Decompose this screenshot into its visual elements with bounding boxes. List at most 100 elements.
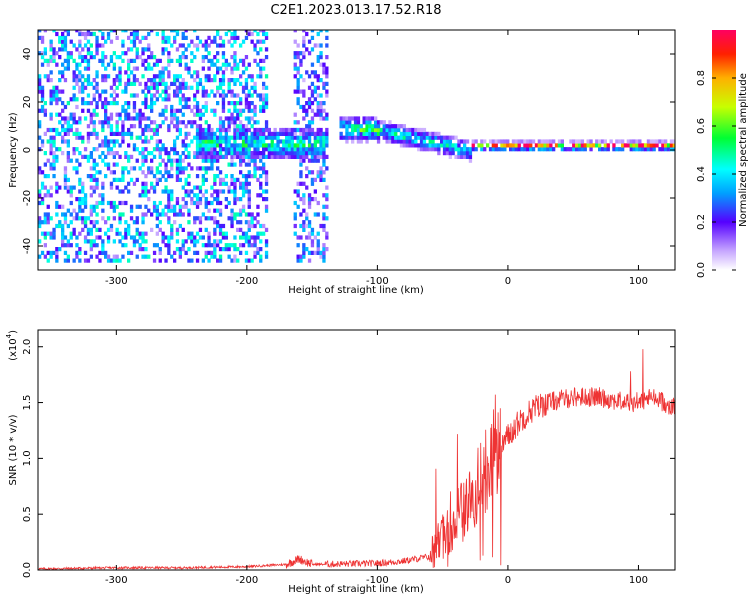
heatmap-cell — [305, 135, 309, 140]
heatmap-cell — [104, 139, 108, 144]
heatmap-cell — [55, 31, 59, 37]
heatmap-cell — [230, 154, 234, 159]
heatmap-cell — [75, 254, 79, 259]
heatmap-cell — [256, 93, 260, 98]
heatmap-cell — [81, 108, 85, 113]
heatmap-cell — [293, 112, 297, 117]
heatmap-cell — [124, 30, 128, 33]
colorbar-label: Normalized spectral amplitude — [738, 73, 749, 227]
heatmap-cell — [244, 258, 249, 263]
heatmap-cell — [89, 55, 93, 60]
heatmap-cell — [144, 101, 148, 106]
heatmap-cell — [187, 85, 191, 90]
heatmap-cell — [445, 147, 450, 152]
heatmap-cell — [293, 216, 297, 221]
heatmap-cell — [247, 127, 251, 133]
heatmap-cell — [646, 147, 651, 152]
heatmap-cell — [40, 51, 45, 56]
heatmap-cell — [101, 74, 105, 79]
heatmap-cell — [104, 39, 108, 44]
y-tick-label: 40 — [22, 48, 33, 61]
snr-frame — [37, 329, 676, 571]
heatmap-cell — [589, 147, 593, 152]
heatmap-cell — [319, 43, 323, 48]
heatmap-cell — [173, 112, 177, 117]
heatmap-cell — [230, 181, 234, 186]
heatmap-cell — [181, 97, 185, 102]
heatmap-cell — [207, 78, 211, 83]
heatmap-cell — [63, 212, 68, 217]
heatmap-cell — [230, 258, 234, 263]
heatmap-cell — [399, 143, 404, 148]
heatmap-cell — [184, 181, 188, 186]
heatmap-cell — [621, 139, 625, 144]
heatmap-cell — [239, 127, 243, 133]
heatmap-cell — [224, 135, 228, 140]
heatmap-cell — [66, 208, 70, 213]
heatmap-cell — [374, 131, 378, 136]
heatmap-cell — [104, 74, 108, 79]
heatmap-cell — [167, 124, 171, 129]
heatmap-cell — [141, 239, 145, 244]
heatmap-cell — [221, 81, 226, 86]
heatmap-cell — [124, 112, 128, 117]
heatmap-cell — [81, 189, 85, 194]
heatmap-cell — [40, 250, 45, 255]
heatmap-cell — [422, 127, 427, 133]
heatmap-cell — [233, 197, 237, 202]
spectrogram-y-label: Frequency (Hz) — [8, 112, 19, 188]
heatmap-cell — [276, 135, 280, 140]
heatmap-cell — [184, 200, 188, 206]
heatmap-cell — [83, 31, 88, 37]
heatmap-cell — [112, 254, 116, 259]
heatmap-cell — [161, 81, 165, 86]
heatmap-cell — [302, 78, 306, 83]
heatmap-cell — [127, 112, 131, 117]
heatmap-cell — [276, 151, 280, 156]
heatmap-cell — [276, 139, 280, 144]
heatmap-cell — [52, 143, 56, 148]
heatmap-cell — [296, 66, 300, 71]
heatmap-cell — [75, 216, 79, 221]
heatmap-cell — [368, 120, 372, 125]
heatmap-cell — [207, 258, 211, 263]
heatmap-cell — [198, 151, 203, 156]
heatmap-cell — [63, 30, 68, 33]
heatmap-cell — [164, 66, 168, 71]
heatmap-cell — [118, 154, 122, 159]
heatmap-cell — [144, 35, 148, 40]
heatmap-cell — [61, 108, 65, 113]
heatmap-cell — [63, 104, 68, 110]
heatmap-cell — [629, 147, 633, 152]
x-tick-label: 0 — [505, 276, 511, 287]
heatmap-cell — [632, 143, 636, 148]
heatmap-cell — [388, 120, 392, 125]
heatmap-cell — [239, 185, 243, 190]
heatmap-cell — [236, 135, 240, 140]
heatmap-cell — [167, 158, 171, 163]
heatmap-cell — [92, 31, 96, 37]
heatmap-cell — [253, 158, 257, 163]
heatmap-cell — [101, 250, 105, 255]
heatmap-cell — [178, 127, 182, 133]
heatmap-cell — [101, 35, 105, 40]
heatmap-cell — [580, 143, 585, 148]
heatmap-cell — [161, 35, 165, 40]
heatmap-cell — [213, 158, 217, 163]
heatmap-cell — [520, 147, 524, 152]
heatmap-cell — [592, 143, 596, 148]
heatmap-cell — [135, 231, 139, 236]
heatmap-cell — [264, 47, 269, 52]
heatmap-cell — [239, 162, 243, 167]
heatmap-cell — [529, 147, 533, 152]
heatmap-cell — [195, 174, 200, 179]
heatmap-cell — [247, 162, 251, 167]
heatmap-cell — [316, 108, 320, 113]
heatmap-cell — [233, 154, 237, 159]
heatmap-cell — [244, 85, 249, 90]
heatmap-cell — [319, 101, 323, 106]
heatmap-cell — [270, 131, 274, 136]
heatmap-cell — [170, 112, 174, 117]
heatmap-cell — [253, 47, 257, 52]
heatmap-cell — [262, 66, 266, 71]
